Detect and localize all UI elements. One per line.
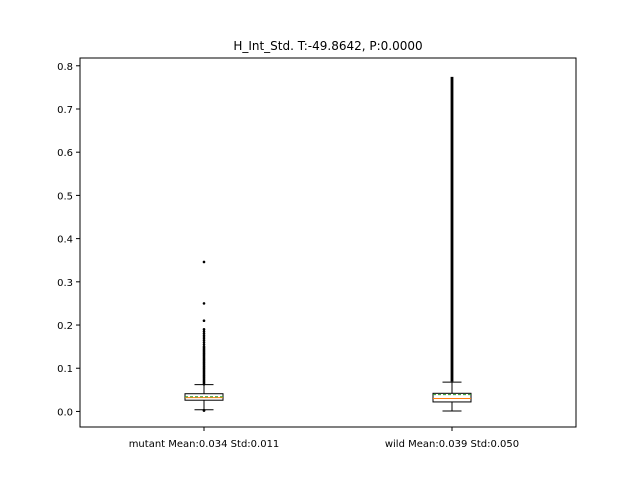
box-group (184, 260, 224, 412)
outlier-point (202, 338, 206, 342)
outlier-point (202, 302, 206, 305)
outlier-point (202, 343, 206, 346)
outlier-point (202, 334, 206, 338)
chart-title: H_Int_Std. T:-49.8642, P:0.0000 (233, 39, 422, 53)
outlier-point (202, 328, 206, 331)
y-tick-label: 0.8 (57, 62, 73, 73)
outlier-point (202, 341, 206, 344)
outlier-point (202, 336, 206, 340)
y-tick-label: 0.6 (57, 148, 73, 159)
y-tick-label: 0.2 (57, 321, 73, 332)
outlier-cluster (450, 76, 454, 382)
y-axis: 0.0 0.1 0.2 0.3 0.4 0.5 0.6 0.7 0.8 (57, 62, 80, 418)
outlier-point (202, 332, 206, 335)
y-tick-label: 0.1 (57, 364, 73, 375)
y-tick-label: 0.3 (57, 278, 73, 289)
axes-frame (79, 57, 577, 428)
y-tick-label: 0.5 (57, 191, 73, 202)
outlier-point (202, 330, 206, 333)
outlier-point (202, 319, 206, 323)
y-tick-label: 0.4 (57, 235, 73, 246)
box-group (432, 76, 472, 412)
y-tick-label: 0.0 (57, 407, 73, 418)
iqr-box (432, 392, 472, 403)
y-tick-label: 0.7 (57, 105, 73, 116)
x-axis: mutant Mean:0.034 Std:0.011 wild Mean:0.0… (129, 427, 519, 450)
x-category-label: wild Mean:0.039 Std:0.050 (385, 439, 519, 450)
x-category-label: mutant Mean:0.034 Std:0.011 (129, 439, 280, 450)
plot-area (184, 76, 472, 412)
outlier-point (202, 260, 206, 264)
